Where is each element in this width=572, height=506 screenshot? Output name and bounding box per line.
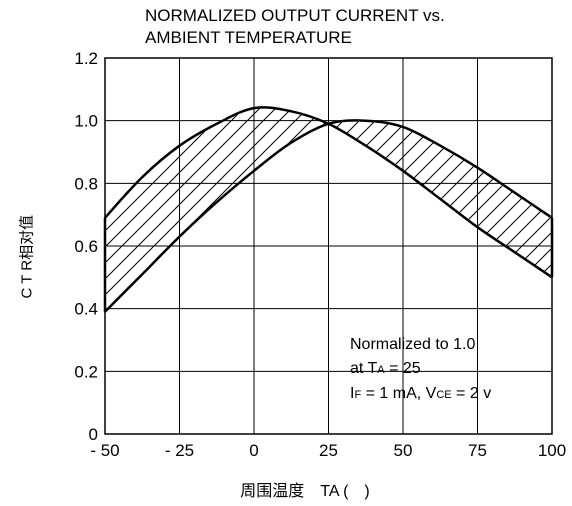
plot-frame xyxy=(104,57,553,435)
chart-title-line-2: AMBIENT TEMPERATURE xyxy=(145,28,352,47)
y-axis-label: C T R相对值 xyxy=(18,214,36,299)
x-tick-label: 75 xyxy=(468,441,487,460)
y-tick-label: 0.2 xyxy=(74,362,98,381)
y-tick-label: 0.8 xyxy=(74,174,98,193)
x-tick-label: 0 xyxy=(249,441,258,460)
hatched-band xyxy=(105,107,552,312)
chart-title-line-1: NORMALIZED OUTPUT CURRENT vs. xyxy=(145,6,445,25)
x-tick-label: 100 xyxy=(538,441,566,460)
x-tick-label: - 25 xyxy=(165,441,194,460)
curve-lower-series xyxy=(104,119,553,313)
normalization-note: Normalized to 1.0 at TA = 25 IF = 1 mA, … xyxy=(350,333,491,407)
x-tick-label: 50 xyxy=(394,441,413,460)
note-line-3: IF = 1 mA, VCE = 2 v xyxy=(350,385,492,402)
note-line-2: at TA = 25 xyxy=(350,360,421,377)
y-tick-label: 1.2 xyxy=(74,49,98,68)
x-tick-label: - 50 xyxy=(90,441,119,460)
y-tick-label: 0 xyxy=(89,425,98,444)
x-axis-label: 周围温度 TA ( ) xyxy=(240,483,370,500)
y-tick-label: 0.4 xyxy=(74,300,98,319)
x-tick-label: 25 xyxy=(319,441,338,460)
y-tick-label: 0.6 xyxy=(74,237,98,256)
y-tick-label: 1.0 xyxy=(74,112,98,131)
note-line-1: Normalized to 1.0 xyxy=(350,336,476,353)
